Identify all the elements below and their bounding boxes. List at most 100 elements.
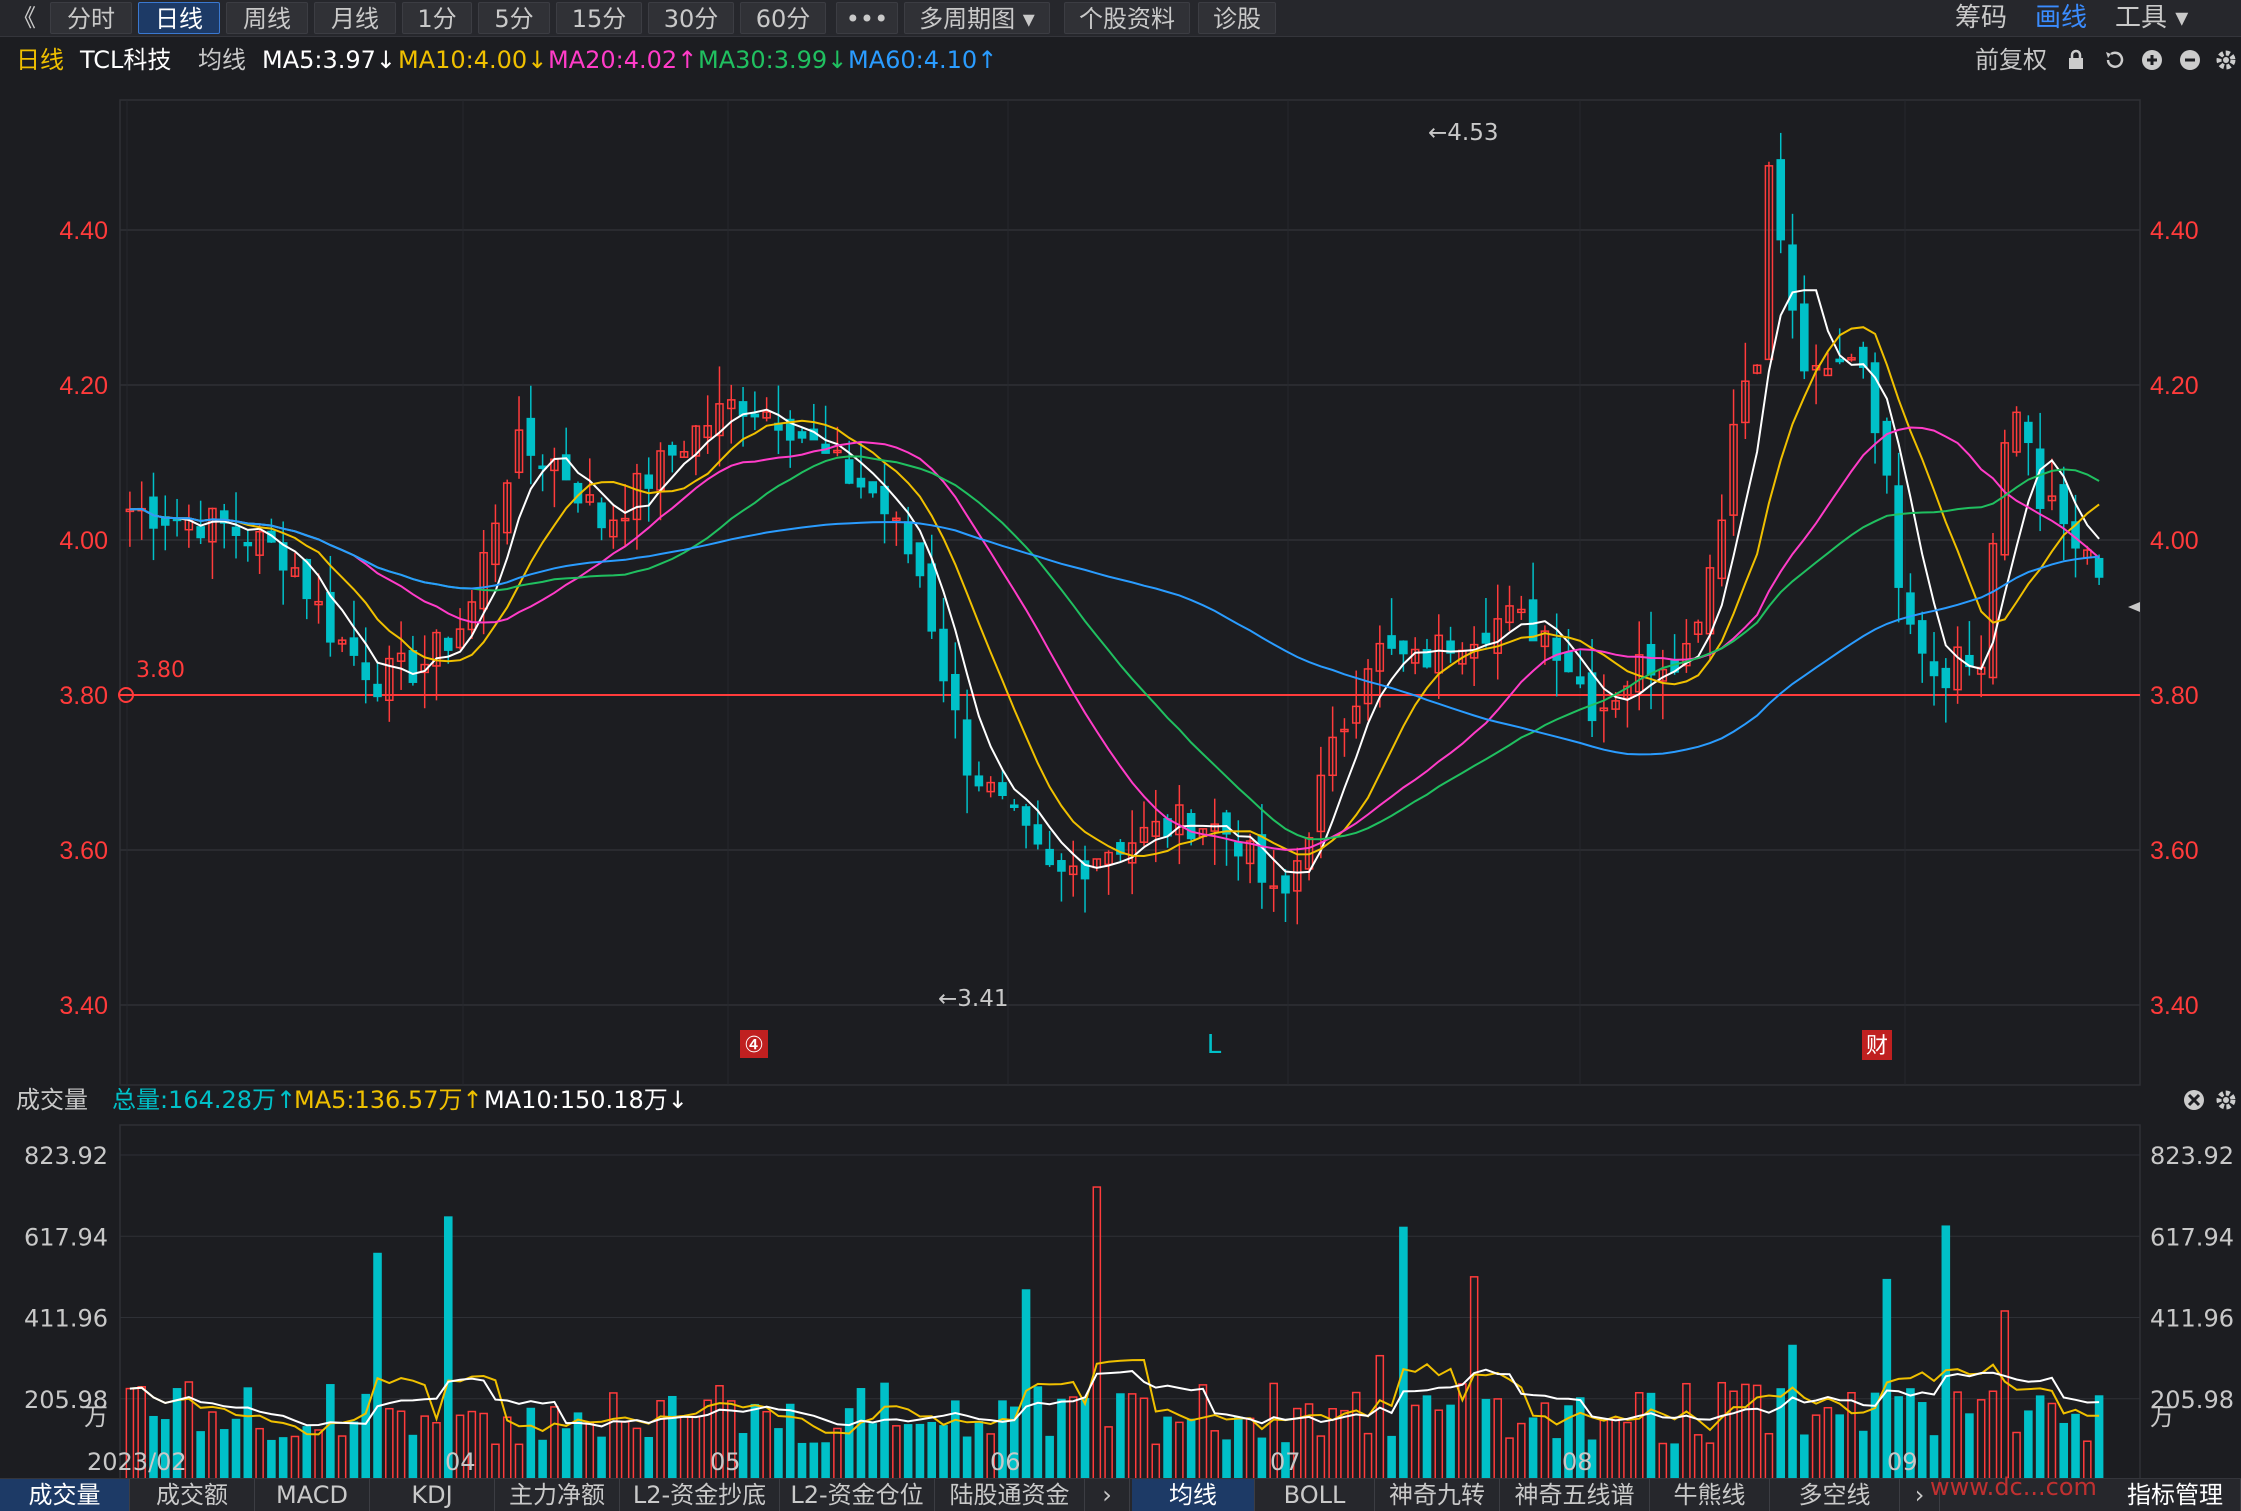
indicator-tab-4[interactable]: 主力净额 <box>495 1479 620 1511</box>
candle-body <box>691 425 701 457</box>
tab-5[interactable]: 5分 <box>478 2 550 34</box>
chevron-right-icon[interactable]: › <box>1085 1479 1130 1511</box>
candle-body <box>703 425 712 439</box>
tab-7[interactable]: 30分 <box>648 2 734 34</box>
candle-body <box>974 775 984 787</box>
close-volume-icon[interactable] <box>2182 1088 2206 1112</box>
volume-tick-right: 411.96 <box>2150 1305 2234 1333</box>
candle-body <box>585 494 595 503</box>
volume-bar <box>1045 1435 1054 1480</box>
x-axis-label: 08 <box>1562 1448 1593 1476</box>
volume-bar <box>1068 1396 1078 1480</box>
volume-bar <box>833 1427 842 1480</box>
candle-body <box>396 652 406 662</box>
tab-9[interactable]: ••• <box>836 2 898 34</box>
candle-body <box>1363 668 1373 705</box>
candle-body <box>373 683 382 698</box>
volume-bar <box>1127 1393 1137 1480</box>
ma-label[interactable]: 均线 <box>198 46 246 74</box>
candle-body <box>1257 834 1267 883</box>
tab-8[interactable]: 60分 <box>740 2 826 34</box>
lock-icon[interactable] <box>2064 48 2088 72</box>
candle-body <box>1693 621 1703 635</box>
volume-bar <box>1693 1434 1703 1480</box>
overlay-tab-5[interactable]: 多空线 <box>1770 1479 1900 1511</box>
indicator-tab-0[interactable]: 成交量 <box>0 1479 130 1511</box>
overlay-tab-1[interactable]: BOLL <box>1255 1479 1375 1511</box>
back-button[interactable]: 《 <box>12 4 36 32</box>
overlay-tab-3[interactable]: 神奇五线谱 <box>1500 1479 1650 1511</box>
candle-body <box>1281 875 1290 894</box>
x-axis-label: 06 <box>990 1448 1021 1476</box>
tab-11[interactable]: 个股资料 <box>1064 2 1190 34</box>
candle-body <box>668 444 677 456</box>
volume-bar <box>1870 1392 1880 1480</box>
candle-body <box>939 628 948 682</box>
tab-12[interactable]: 诊股 <box>1198 2 1276 34</box>
kline-chart[interactable]: 4.40 4.40 4.20 4.20 4.00 4.00 3.80 3.80 3.60 3.60… <box>0 80 2241 1480</box>
overlay-tab-0[interactable]: 均线 <box>1132 1479 1255 1511</box>
chips-button[interactable]: 筹码 <box>1955 3 2008 33</box>
volume-bar <box>2047 1402 2057 1480</box>
volume-bar <box>1033 1386 1043 1480</box>
candle-body <box>1611 700 1620 710</box>
volume-bar <box>1422 1395 1432 1480</box>
undo-icon[interactable] <box>2102 48 2126 72</box>
indicator-tab-7[interactable]: 陆股通资金 <box>935 1479 1085 1511</box>
volume-ma10-line <box>129 1368 2100 1428</box>
candle-body <box>1387 635 1396 649</box>
tab-6[interactable]: 15分 <box>556 2 642 34</box>
tab-3[interactable]: 月线 <box>314 2 396 34</box>
volume-bar <box>1481 1398 1491 1480</box>
tab-1[interactable]: 日线 <box>138 2 220 34</box>
indicator-tab-3[interactable]: KDJ <box>370 1479 495 1511</box>
volume-bar <box>1882 1278 1892 1480</box>
indicator-tab-5[interactable]: L2-资金抄底 <box>620 1479 780 1511</box>
volume-settings-icon[interactable] <box>2214 1088 2238 1112</box>
volume-bar <box>514 1443 524 1480</box>
volume-bar <box>1316 1435 1326 1480</box>
price-tick-left: 4.20 <box>59 372 108 400</box>
candle-body <box>1139 826 1149 843</box>
volume-bar <box>962 1436 972 1480</box>
draw-line-button[interactable]: 画线 <box>2035 3 2088 33</box>
volume-bar <box>1646 1392 1656 1480</box>
zoom-in-icon[interactable] <box>2140 48 2164 72</box>
tools-button[interactable]: 工具 ▾ <box>2115 3 2189 33</box>
volume-bar <box>880 1382 889 1480</box>
chevron-right-icon-2[interactable]: › <box>1900 1479 1940 1511</box>
adjust-mode-button[interactable]: 前复权 <box>1975 46 2047 74</box>
ma60-value: MA60:4.10↑ <box>848 46 998 74</box>
volume-bar <box>2059 1422 2069 1480</box>
volume-bar <box>1175 1421 1184 1480</box>
indicator-tab-6[interactable]: L2-资金仓位 <box>780 1479 935 1511</box>
indicator-manage-button[interactable]: 指标管理 <box>2110 1479 2241 1511</box>
volume-bar <box>1151 1443 1161 1480</box>
settings-gear-icon[interactable] <box>2214 48 2238 72</box>
ma10-value: MA10:4.00↓ <box>398 46 548 74</box>
candle-body <box>620 517 630 522</box>
candle-body <box>337 639 347 645</box>
candle-body <box>1552 637 1561 661</box>
candle-body <box>1764 165 1774 361</box>
candle-body <box>208 507 217 543</box>
overlay-tab-4[interactable]: 牛熊线 <box>1650 1479 1770 1511</box>
indicator-tab-2[interactable]: MACD <box>255 1479 370 1511</box>
candle-body <box>1540 630 1550 648</box>
indicator-tab-1[interactable]: 成交额 <box>130 1479 255 1511</box>
tab-10[interactable]: 多周期图 ▾ <box>904 2 1050 34</box>
zoom-out-icon[interactable] <box>2178 48 2202 72</box>
tab-0[interactable]: 分时 <box>50 2 132 34</box>
volume-unit-left: 万 <box>84 1403 108 1431</box>
candle-body <box>986 781 995 793</box>
tab-2[interactable]: 周线 <box>226 2 308 34</box>
overlay-tab-2[interactable]: 神奇九转 <box>1375 1479 1500 1511</box>
volume-bar <box>1163 1416 1172 1480</box>
candle-body <box>1351 705 1361 724</box>
volume-bar <box>1564 1405 1573 1480</box>
volume-ma10: MA10:150.18万↓ <box>484 1086 688 1114</box>
candle-body <box>1446 640 1455 654</box>
tab-4[interactable]: 1分 <box>402 2 472 34</box>
volume-bar <box>1658 1442 1668 1480</box>
volume-bar <box>903 1424 913 1480</box>
